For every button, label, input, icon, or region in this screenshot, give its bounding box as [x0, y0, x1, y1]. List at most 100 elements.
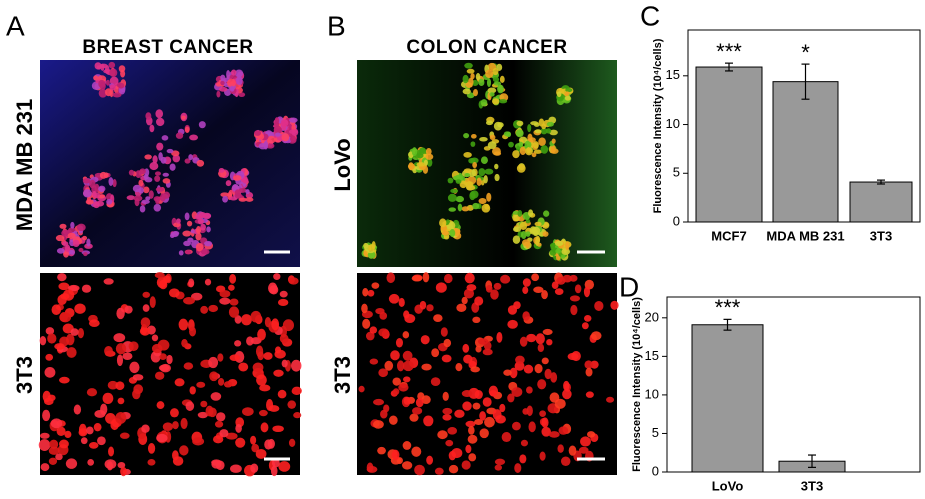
cell	[120, 466, 127, 477]
cell	[470, 366, 480, 373]
cell	[433, 314, 443, 323]
cell	[535, 333, 545, 345]
cell	[455, 363, 463, 372]
cell	[485, 120, 494, 126]
cell	[82, 178, 91, 184]
cell	[526, 147, 531, 154]
cell	[229, 354, 241, 362]
cell	[217, 353, 224, 362]
cell	[549, 129, 558, 136]
cell	[496, 63, 503, 71]
cell	[583, 314, 592, 322]
cell	[425, 147, 432, 156]
cell	[557, 444, 564, 453]
cell	[104, 88, 113, 97]
cell	[88, 319, 100, 328]
cell	[231, 69, 237, 76]
cell	[519, 336, 528, 347]
cell	[386, 272, 396, 284]
cell	[106, 461, 113, 471]
cell	[225, 432, 238, 440]
cell	[184, 126, 190, 133]
cell	[170, 408, 179, 418]
cell	[241, 314, 252, 326]
cell	[149, 296, 156, 308]
cell	[218, 377, 225, 386]
cell	[496, 331, 503, 343]
cell	[159, 193, 166, 202]
cell	[80, 437, 88, 445]
cell	[229, 85, 235, 92]
cell	[197, 218, 204, 225]
cell	[584, 360, 593, 369]
cell	[539, 410, 546, 418]
cell	[142, 291, 151, 298]
cell	[86, 238, 91, 247]
cell	[218, 86, 228, 92]
cell	[67, 284, 80, 292]
cell	[149, 162, 159, 171]
cell	[230, 464, 242, 473]
cell	[492, 68, 499, 76]
cell	[198, 121, 206, 129]
cell	[402, 331, 410, 339]
cell	[485, 285, 493, 293]
cell	[513, 216, 520, 222]
cell	[407, 163, 415, 170]
cell	[449, 229, 456, 238]
cell	[200, 305, 209, 314]
cell	[229, 74, 238, 79]
micrograph	[40, 60, 300, 267]
cell	[194, 214, 203, 220]
cell	[216, 90, 221, 98]
cell	[176, 218, 181, 224]
cell	[273, 125, 282, 134]
cell	[188, 154, 193, 161]
cell	[546, 121, 554, 127]
cell	[414, 464, 425, 476]
cell	[542, 328, 553, 336]
cell	[402, 350, 413, 361]
cell	[117, 82, 125, 89]
cell	[528, 137, 536, 143]
cell	[377, 446, 386, 455]
cell	[392, 388, 400, 396]
cell	[461, 206, 470, 212]
cell	[159, 353, 167, 360]
cell	[187, 237, 194, 243]
cell	[99, 63, 108, 69]
cell	[83, 252, 88, 257]
bar	[691, 324, 764, 473]
y-tick-label: 10	[645, 386, 659, 401]
cell	[447, 177, 454, 184]
cell	[524, 140, 532, 149]
cell	[537, 343, 545, 353]
cell	[535, 237, 540, 246]
cell	[402, 441, 412, 450]
cell	[139, 326, 151, 336]
cell	[426, 158, 433, 167]
cell	[212, 435, 224, 444]
cell	[464, 62, 473, 69]
cell	[425, 153, 434, 160]
cell	[70, 328, 79, 336]
y-tick-label: 0	[652, 463, 659, 478]
cell	[419, 300, 427, 310]
cell	[162, 172, 169, 177]
cell	[503, 131, 511, 137]
cell	[558, 426, 569, 435]
cell	[462, 343, 470, 353]
cell	[538, 118, 545, 127]
cell	[109, 76, 119, 86]
cell	[189, 386, 196, 395]
cell	[56, 247, 65, 254]
cell	[531, 226, 541, 235]
cell	[185, 401, 195, 411]
cell	[531, 273, 540, 282]
cell	[474, 390, 483, 400]
cell	[514, 463, 522, 473]
cell	[443, 273, 453, 284]
cell	[228, 306, 240, 318]
cell	[512, 210, 519, 215]
cell	[159, 363, 171, 373]
